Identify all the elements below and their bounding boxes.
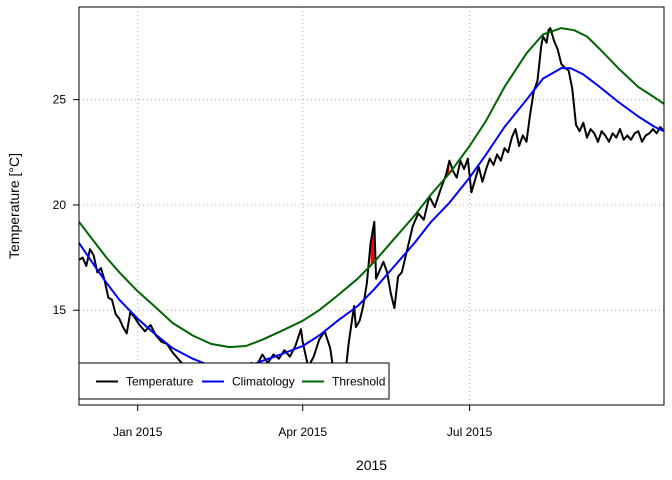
y-tick-label: 20	[53, 198, 67, 212]
series-lines	[78, 27, 665, 379]
x-axis-title: 2015	[356, 457, 387, 473]
y-axis: 15 20 25	[53, 93, 79, 317]
series-line-temperature	[78, 27, 665, 379]
legend: Temperature Climatology Threshold	[78, 362, 390, 400]
legend-label: Temperature	[126, 375, 194, 389]
x-tick-label: Apr 2015	[278, 425, 327, 439]
y-tick-label: 15	[53, 303, 67, 317]
legend-box	[78, 362, 390, 400]
x-tick-label: Jan 2015	[113, 425, 163, 439]
x-tick-label: Jul 2015	[447, 425, 493, 439]
grid-lines	[79, 7, 664, 405]
x-axis: Jan 2015 Apr 2015 Jul 2015	[113, 405, 493, 439]
y-tick-label: 25	[53, 93, 67, 107]
series-line-threshold	[78, 27, 665, 349]
series-line-climatology	[78, 67, 665, 371]
legend-label: Threshold	[332, 375, 385, 389]
plot-frame	[78, 6, 665, 406]
legend-label: Climatology	[232, 375, 295, 389]
event-highlight	[370, 28, 551, 266]
y-axis-title: Temperature [°C]	[6, 153, 22, 259]
